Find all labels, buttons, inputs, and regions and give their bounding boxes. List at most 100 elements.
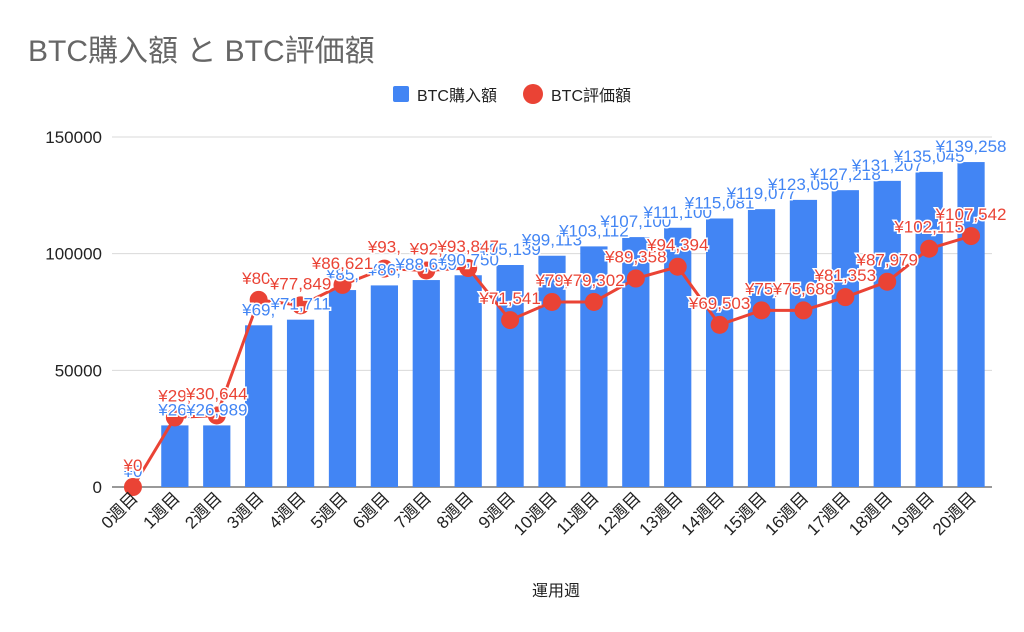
valuation-data-label: ¥69,503 [688,294,750,313]
legend-dot-swatch [523,84,543,104]
x-tick-label: 17週目 [803,488,854,539]
valuation-point-19 [920,239,939,258]
valuation-data-label: ¥92, [409,239,443,258]
bar-20 [957,162,985,487]
y-tick-label: 100000 [45,245,102,264]
x-tick-label: 4週目 [265,488,309,532]
x-tick-label: 6週目 [349,488,393,532]
legend: BTC購入額 BTC評価額 [0,82,1024,106]
valuation-point-7 [417,261,436,280]
bar-9 [496,265,524,487]
x-tick-label: 18週目 [845,488,896,539]
x-tick-label: 3週目 [223,488,267,532]
valuation-data-label: ¥71,541 [478,289,540,308]
bar-15 [747,209,776,487]
valuation-data-label: ¥75,688 [772,279,834,298]
bar-data-label: ¥26, [157,400,191,419]
valuation-point-5 [333,275,352,294]
x-tick-label: 12週目 [594,488,645,539]
x-tick-label: 20週目 [929,488,980,539]
legend-bar-swatch [392,86,409,102]
bar-17 [831,190,859,487]
valuation-point-13 [668,257,687,276]
valuation-data-label: ¥93, [367,238,401,257]
bar-data-label: ¥99,113 [521,231,582,250]
x-tick-label: 10週目 [510,488,561,539]
valuation-data-label: ¥107,542 [935,205,1007,224]
x-tick-label: 11週目 [553,488,603,538]
valuation-point-3 [249,290,268,309]
bar-data-label: ¥127,218 [809,165,881,184]
x-tick-label: 8週目 [433,488,477,532]
bar-4 [286,319,315,487]
valuation-data-label: ¥30,644 [185,384,247,403]
bar-data-label: ¥119,077 [726,184,797,203]
bar-data-label: ¥0 [122,462,142,481]
bar-8 [454,275,482,487]
x-tick-label: 14週目 [678,488,729,539]
valuation-data-label: ¥77,849 [269,274,331,293]
x-tick-label: 5週目 [307,488,351,532]
x-tick-label: 19週目 [887,488,938,539]
bar-data-label: ¥139,258 [935,137,1007,156]
valuation-data-label: ¥79,302 [562,271,624,290]
chart-title: BTC購入額 と BTC評価額 [28,35,375,68]
legend-label-valuation: BTC評価額 [551,88,632,105]
valuation-point-0 [123,478,142,496]
valuation-data-label: ¥87,979 [856,251,918,270]
bar-5 [328,290,357,487]
bar-data-label: ¥103,112 [558,221,629,240]
valuation-data-label: ¥29, [157,386,191,405]
valuation-data-label: ¥0 [122,456,142,475]
bar-3 [245,325,273,487]
valuation-point-16 [794,301,813,320]
x-tick-label: 16週目 [761,488,812,539]
bar-data-label: ¥88,690 [395,255,457,274]
x-tick-label: 2週目 [181,488,225,532]
bar-data-label: ¥115,081 [684,193,755,212]
bar-data-label: ¥85, [325,265,359,284]
valuation-point-17 [836,288,855,307]
bar-data-label: ¥71,711 [269,295,330,314]
bar-1 [161,425,189,487]
x-tick-label: 13週目 [636,488,687,539]
x-tick-label: 1週目 [140,488,184,532]
valuation-point-6 [375,259,394,278]
bar-11 [580,246,608,487]
bar-data-label: ¥131,207 [851,156,923,175]
bar-19 [915,171,943,487]
bar-data-label: ¥111,100 [643,203,712,222]
valuation-point-8 [459,259,478,278]
bar-data-label: ¥95,139 [478,240,540,259]
y-tick-label: 150000 [45,128,102,147]
bar-2 [203,425,231,487]
valuation-point-10 [543,292,561,311]
valuation-point-4 [291,296,310,315]
bar-16 [789,199,818,487]
valuation-point-15 [752,301,771,320]
legend-item-purchase[interactable]: BTC購入額 [392,82,497,106]
bar-10 [538,255,566,487]
valuation-point-20 [962,227,981,246]
bar-data-label: ¥90,750 [436,250,498,269]
bar-18 [873,180,901,487]
legend-item-valuation[interactable]: BTC評価額 [523,82,631,106]
y-tick-label: 50000 [55,361,102,380]
bar-7 [412,280,440,487]
bar-6 [370,285,398,487]
valuation-data-label: ¥93,847 [436,237,498,256]
valuation-point-2 [207,406,226,425]
valuation-point-9 [501,311,520,330]
bar-data-label: ¥135,045 [893,147,965,166]
bar-data-label: ¥107,100 [599,212,671,231]
valuation-data-label: ¥79, [534,271,568,290]
valuation-data-label: ¥89,358 [604,247,666,266]
x-tick-label: 15週目 [719,488,770,539]
y-tick-label: 0 [93,478,102,497]
bar-data-label: ¥69, [241,300,275,319]
valuation-data-label: ¥86,621 [311,254,373,273]
x-tick-label: 7週目 [391,488,435,532]
bar-14 [706,218,734,487]
legend-label-purchase: BTC購入額 [416,88,497,105]
